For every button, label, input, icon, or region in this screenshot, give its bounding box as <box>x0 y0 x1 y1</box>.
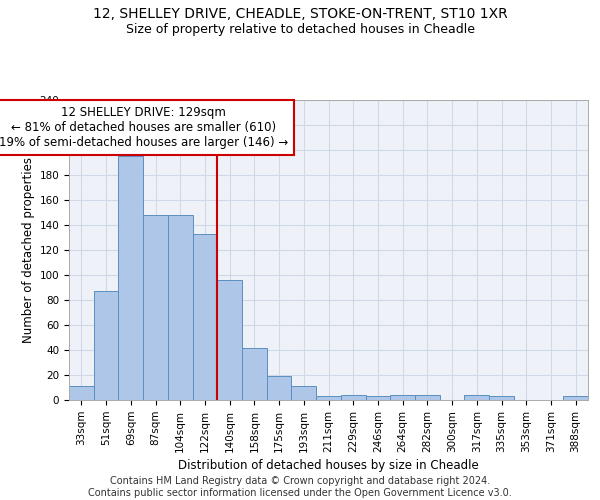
Bar <box>94 291 118 400</box>
Bar <box>489 396 514 400</box>
Y-axis label: Number of detached properties: Number of detached properties <box>22 157 35 343</box>
Bar <box>563 396 588 400</box>
Bar <box>341 395 365 400</box>
Bar <box>143 215 168 400</box>
Bar <box>316 396 341 400</box>
Bar <box>415 395 440 400</box>
Bar <box>365 396 390 400</box>
Bar <box>292 386 316 400</box>
Bar <box>242 348 267 400</box>
Text: Size of property relative to detached houses in Cheadle: Size of property relative to detached ho… <box>125 22 475 36</box>
Bar <box>464 395 489 400</box>
Bar <box>267 376 292 400</box>
X-axis label: Distribution of detached houses by size in Cheadle: Distribution of detached houses by size … <box>178 459 479 472</box>
Bar <box>217 280 242 400</box>
Bar <box>118 156 143 400</box>
Bar <box>390 395 415 400</box>
Text: Contains HM Land Registry data © Crown copyright and database right 2024.
Contai: Contains HM Land Registry data © Crown c… <box>88 476 512 498</box>
Text: 12 SHELLEY DRIVE: 129sqm
← 81% of detached houses are smaller (610)
19% of semi-: 12 SHELLEY DRIVE: 129sqm ← 81% of detach… <box>0 106 288 149</box>
Bar <box>168 215 193 400</box>
Bar <box>69 386 94 400</box>
Text: 12, SHELLEY DRIVE, CHEADLE, STOKE-ON-TRENT, ST10 1XR: 12, SHELLEY DRIVE, CHEADLE, STOKE-ON-TRE… <box>92 8 508 22</box>
Bar <box>193 234 217 400</box>
